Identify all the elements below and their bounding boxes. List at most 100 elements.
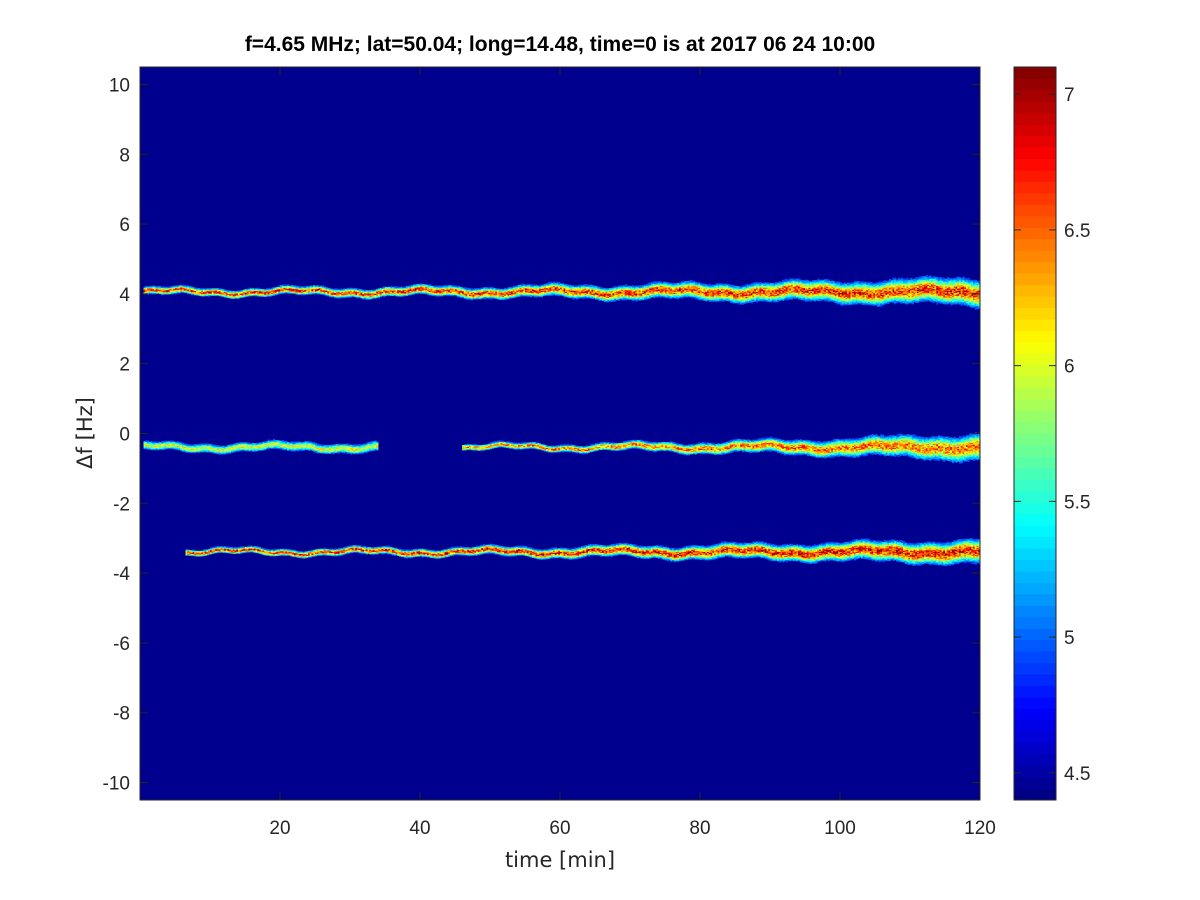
heatmap-cell bbox=[624, 297, 627, 300]
heatmap-cell bbox=[250, 289, 253, 291]
heatmap-cell bbox=[764, 290, 767, 293]
heatmap-cell bbox=[626, 290, 629, 293]
heatmap-cell bbox=[854, 295, 857, 298]
heatmap-cell bbox=[591, 294, 594, 296]
heatmap-cell bbox=[754, 285, 757, 287]
heatmap-cell bbox=[645, 291, 648, 294]
heatmap-cell bbox=[833, 283, 836, 285]
heatmap-cell bbox=[477, 294, 480, 296]
heatmap-cell bbox=[852, 284, 855, 286]
heatmap-cell bbox=[642, 292, 645, 294]
heatmap-cell bbox=[810, 295, 813, 298]
heatmap-cell bbox=[859, 283, 862, 285]
heatmap-cell bbox=[635, 292, 638, 295]
heatmap-cell bbox=[381, 294, 384, 297]
heatmap-cell bbox=[647, 291, 650, 293]
heatmap-cell bbox=[791, 287, 794, 290]
heatmap-cell bbox=[521, 289, 524, 292]
heatmap-cell bbox=[248, 289, 251, 292]
heatmap-cell bbox=[267, 293, 270, 295]
heatmap-cell bbox=[852, 303, 855, 305]
heatmap-cell bbox=[537, 291, 540, 294]
heatmap-cell bbox=[845, 301, 848, 304]
heatmap-cell bbox=[764, 300, 767, 302]
heatmap-cell bbox=[654, 296, 657, 298]
heatmap-cell bbox=[784, 285, 787, 288]
heatmap-cell bbox=[329, 295, 332, 298]
heatmap-cell bbox=[665, 289, 668, 291]
heatmap-cell bbox=[311, 289, 314, 292]
heatmap-cell bbox=[243, 294, 246, 297]
heatmap-cell bbox=[679, 289, 682, 291]
heatmap-cell bbox=[190, 291, 193, 294]
heatmap-cell bbox=[740, 300, 743, 302]
heatmap-cell bbox=[831, 282, 834, 285]
heatmap-cell bbox=[752, 292, 755, 294]
heatmap-cell bbox=[659, 284, 662, 286]
heatmap-cell bbox=[455, 292, 458, 294]
heatmap-cell bbox=[843, 297, 846, 299]
heatmap-cell bbox=[677, 285, 680, 287]
heatmap-cell bbox=[742, 287, 745, 290]
heatmap-cell bbox=[834, 299, 837, 301]
heatmap-cell bbox=[612, 289, 615, 292]
heatmap-cell bbox=[861, 303, 864, 305]
heatmap-cell bbox=[859, 286, 862, 288]
heatmap-cell bbox=[448, 286, 451, 288]
heatmap-cell bbox=[689, 285, 692, 287]
heatmap-cell bbox=[376, 293, 379, 295]
heatmap-cell bbox=[682, 295, 685, 298]
heatmap-cell bbox=[610, 288, 613, 291]
heatmap-cell bbox=[509, 297, 512, 299]
heatmap-cell bbox=[295, 289, 298, 291]
heatmap-cell bbox=[561, 287, 564, 289]
heatmap-cell bbox=[215, 288, 218, 290]
heatmap-cell bbox=[759, 297, 762, 300]
heatmap-cell bbox=[427, 286, 430, 288]
heatmap-cell bbox=[152, 287, 155, 290]
heatmap-cell bbox=[351, 288, 354, 291]
heatmap-cell bbox=[868, 299, 871, 301]
heatmap-cell bbox=[700, 283, 703, 286]
heatmap-cell bbox=[696, 298, 699, 300]
heatmap-cell bbox=[206, 290, 209, 292]
heatmap-cell bbox=[386, 288, 389, 290]
heatmap-cell bbox=[773, 293, 776, 296]
heatmap-cell bbox=[626, 294, 629, 297]
heatmap-cell bbox=[642, 285, 645, 287]
heatmap-cell bbox=[859, 292, 862, 295]
heatmap-cell bbox=[243, 292, 246, 295]
heatmap-cell bbox=[479, 293, 482, 295]
heatmap-cell bbox=[859, 287, 862, 289]
heatmap-cell bbox=[528, 290, 531, 292]
heatmap-cell bbox=[654, 283, 657, 285]
heatmap-cell bbox=[770, 290, 773, 292]
heatmap-cell bbox=[302, 289, 305, 291]
heatmap-cell bbox=[593, 293, 596, 296]
heatmap-cell bbox=[385, 292, 388, 294]
heatmap-cell bbox=[859, 289, 862, 291]
heatmap-cell bbox=[689, 281, 692, 283]
heatmap-cell bbox=[194, 289, 197, 292]
heatmap-cell bbox=[852, 287, 855, 290]
heatmap-cell bbox=[596, 292, 599, 295]
heatmap-cell bbox=[859, 297, 862, 300]
heatmap-cell bbox=[703, 299, 706, 301]
heatmap-cell bbox=[812, 295, 815, 298]
heatmap-cell bbox=[563, 287, 566, 290]
heatmap-cell bbox=[677, 290, 680, 292]
heatmap-cell bbox=[701, 288, 704, 291]
heatmap-cell bbox=[493, 294, 496, 296]
heatmap-cell bbox=[439, 289, 442, 292]
heatmap-cell bbox=[708, 296, 711, 298]
heatmap-cell bbox=[399, 293, 402, 295]
heatmap-cell bbox=[833, 291, 836, 294]
heatmap-cell bbox=[399, 291, 402, 294]
heatmap-cell bbox=[644, 292, 647, 294]
heatmap-cell bbox=[236, 291, 239, 294]
heatmap-cell bbox=[766, 292, 769, 294]
heatmap-cell bbox=[724, 298, 727, 300]
heatmap-cell bbox=[728, 299, 731, 302]
heatmap-cell bbox=[812, 286, 815, 288]
heatmap-cell bbox=[521, 294, 524, 297]
